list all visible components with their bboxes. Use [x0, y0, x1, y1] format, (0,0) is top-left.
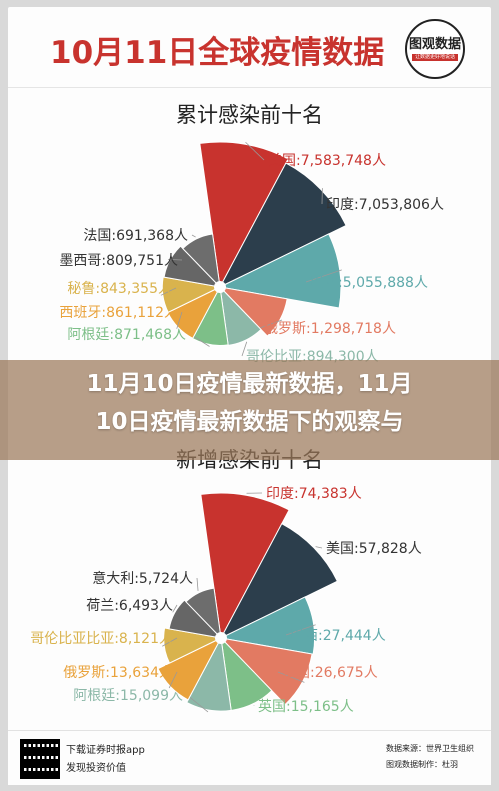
- slice-label: 西班牙:861,112人: [59, 305, 178, 321]
- slice-label: 俄罗斯:13,634人: [63, 665, 173, 681]
- slice-label: 英国:15,165人: [258, 698, 354, 715]
- slice-label: 秘鲁:843,355人: [67, 281, 172, 297]
- slice-label: 印度:7,053,806人: [326, 197, 444, 213]
- slice-label: 美国:57,828人: [326, 541, 422, 557]
- leader-line: [196, 577, 199, 591]
- footer-slogan: 发现投资价值: [66, 763, 126, 774]
- rose-slice: [186, 636, 232, 712]
- slice-label: 荷兰:6,493人: [86, 598, 173, 614]
- footer: 下载证券时报app 发现投资价值 数据来源：世界卫生组织 图观数据制作：杜羽: [8, 730, 491, 785]
- leader-line: [285, 624, 316, 636]
- rose-slice: [163, 245, 222, 288]
- slice-label: 印度:74,383人: [266, 486, 362, 502]
- slice-label: 哥伦比亚比亚:8,121人: [30, 631, 173, 647]
- leader-line: [162, 637, 178, 647]
- rose-slice: [182, 233, 221, 289]
- article-title[interactable]: 11月10日疫情最新数据，11月 10日疫情最新数据下的观察与: [0, 365, 499, 441]
- leader-line: [259, 319, 283, 329]
- rose-slice: [168, 599, 223, 639]
- leader-line: [315, 546, 323, 549]
- leader-line: [245, 141, 265, 161]
- leader-line: [168, 671, 178, 689]
- slice-label: 阿根廷:15,099人: [73, 688, 183, 704]
- leader-line: [241, 341, 248, 357]
- qr-code[interactable]: [20, 739, 60, 779]
- rose-center: [215, 632, 227, 644]
- rose-slice: [163, 627, 223, 664]
- leader-line: [186, 694, 209, 713]
- slice-label: 巴西:5,055,888人: [310, 275, 428, 291]
- footer-source: 数据来源：世界卫生组织: [386, 744, 474, 753]
- chart1-rose: 美国:7,583,748人印度:7,053,806人巴西:5,055,888人俄…: [59, 141, 444, 365]
- rose-center: [214, 281, 226, 293]
- leader-line: [305, 269, 342, 283]
- leader-line: [277, 671, 305, 683]
- article-title-line1: 11月10日疫情最新数据，11月: [86, 371, 413, 397]
- article-title-line2: 10日疫情最新数据下的观察与: [95, 409, 404, 435]
- slice-label: 墨西哥:809,751人: [59, 253, 178, 269]
- chart2-rose: 印度:74,383人美国:57,828人巴西:27,444人法国:26,675人…: [30, 486, 422, 715]
- logo-text: 图观数据: [408, 36, 461, 52]
- rose-slice: [218, 162, 347, 289]
- page-title: 10月11日全球疫情数据: [50, 35, 385, 71]
- article-title-banner[interactable]: [0, 360, 499, 460]
- header: 10月11日全球疫情数据 图观数据 让数据更好地说话: [8, 7, 491, 88]
- rose-slice: [199, 141, 289, 289]
- footer-author: 图观数据制作：杜羽: [386, 760, 458, 769]
- slice-label: 阿根廷:871,468人: [67, 327, 186, 343]
- slice-label: 法国:691,368人: [83, 228, 188, 244]
- slice-label: 俄罗斯:1,298,718人: [264, 321, 396, 337]
- leader-line: [168, 258, 183, 261]
- rose-slice: [157, 636, 223, 701]
- rose-slice: [219, 285, 262, 346]
- leader-line: [160, 287, 177, 296]
- logo: 图观数据 让数据更好地说话: [405, 19, 465, 79]
- rose-slice: [185, 587, 222, 640]
- leader-line: [176, 311, 183, 329]
- slice-label: 巴西:27,444人: [290, 628, 386, 644]
- slice-label: 意大利:5,724人: [92, 570, 193, 587]
- rose-slice: [219, 522, 339, 640]
- rose-slice: [161, 276, 222, 313]
- footer-download: 下载证券时报app: [66, 745, 145, 756]
- chart1-title: 累计感染前十名: [176, 103, 323, 127]
- slice-label: 美国:7,583,748人: [268, 153, 386, 169]
- slice-label: 法国:26,675人: [282, 665, 378, 681]
- leader-line: [191, 234, 196, 238]
- logo-subtitle: 让数据更好地说话: [411, 53, 458, 61]
- rose-slice: [200, 492, 290, 640]
- leader-line: [172, 604, 178, 613]
